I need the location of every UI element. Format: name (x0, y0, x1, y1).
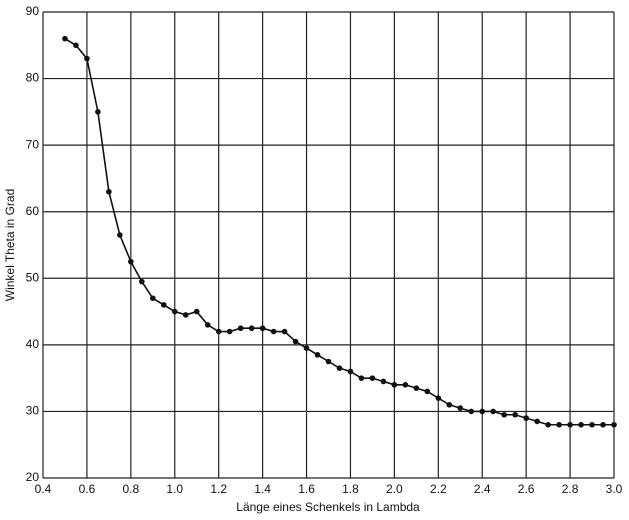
data-point (545, 421, 551, 428)
data-point (248, 325, 255, 332)
x-tick-label: 2.0 (386, 482, 403, 496)
data-point (358, 375, 365, 381)
x-tick-label: 2.4 (474, 482, 491, 496)
data-point (578, 421, 584, 428)
data-point (204, 322, 211, 328)
data-point (468, 408, 475, 415)
data-point (479, 408, 486, 415)
data-point (523, 415, 529, 421)
x-axis-label: Länge eines Schenkels in Lambda (236, 500, 420, 514)
x-tick-label: 1.0 (166, 482, 183, 496)
data-point (325, 358, 332, 365)
y-tick-label: 60 (26, 204, 40, 218)
y-tick-label: 70 (26, 137, 40, 151)
data-point (347, 368, 354, 375)
data-point (413, 385, 420, 391)
data-point (380, 378, 387, 385)
data-point (281, 328, 288, 335)
data-point (237, 325, 244, 332)
x-tick-label: 0.4 (35, 482, 52, 496)
data-point (270, 328, 277, 335)
data-point (314, 352, 321, 358)
data-point (226, 328, 233, 335)
data-point (95, 109, 101, 115)
data-point (117, 232, 123, 238)
data-point (84, 55, 90, 62)
data-point (435, 395, 442, 401)
x-tick-label: 2.8 (562, 482, 579, 496)
data-point (160, 302, 167, 308)
y-axis-label: Winkel Theta in Grad (3, 189, 17, 302)
data-point (567, 421, 573, 428)
data-point (303, 345, 310, 351)
y-tick-label: 50 (26, 270, 40, 284)
data-point (128, 258, 134, 265)
data-point (292, 338, 299, 345)
data-point (600, 421, 606, 428)
data-point (457, 405, 464, 411)
data-point (391, 382, 398, 388)
data-point (611, 421, 617, 428)
y-tick-label: 40 (26, 337, 40, 351)
data-point (215, 328, 222, 335)
data-point (171, 308, 178, 315)
data-point (556, 421, 562, 428)
data-point (424, 388, 431, 395)
data-point (73, 42, 79, 49)
data-point (150, 295, 156, 302)
data-point (512, 411, 518, 418)
x-tick-label: 0.6 (79, 482, 96, 496)
data-point (182, 312, 189, 318)
x-tick-label: 1.8 (342, 482, 359, 496)
x-tick-label: 2.2 (430, 482, 447, 496)
y-tick-label: 30 (26, 404, 40, 418)
x-tick-label: 1.6 (298, 482, 315, 496)
x-tick-label: 2.6 (518, 482, 535, 496)
y-tick-label: 90 (26, 4, 40, 18)
data-point (259, 325, 266, 332)
data-point (534, 418, 540, 425)
data-point (62, 35, 68, 42)
data-point (490, 408, 497, 415)
data-point (369, 375, 376, 381)
y-tick-label: 80 (26, 71, 40, 85)
y-tick-label: 20 (26, 470, 40, 484)
data-point (139, 278, 145, 285)
data-point (193, 308, 200, 315)
x-tick-label: 3.0 (606, 482, 623, 496)
data-point (402, 382, 409, 388)
x-tick-label: 1.2 (210, 482, 227, 496)
x-tick-label: 0.8 (123, 482, 140, 496)
data-point (106, 188, 112, 195)
x-tick-label: 1.4 (254, 482, 271, 496)
data-point (501, 411, 507, 418)
data-point (589, 421, 595, 428)
data-point (446, 401, 453, 408)
data-point (336, 365, 343, 371)
